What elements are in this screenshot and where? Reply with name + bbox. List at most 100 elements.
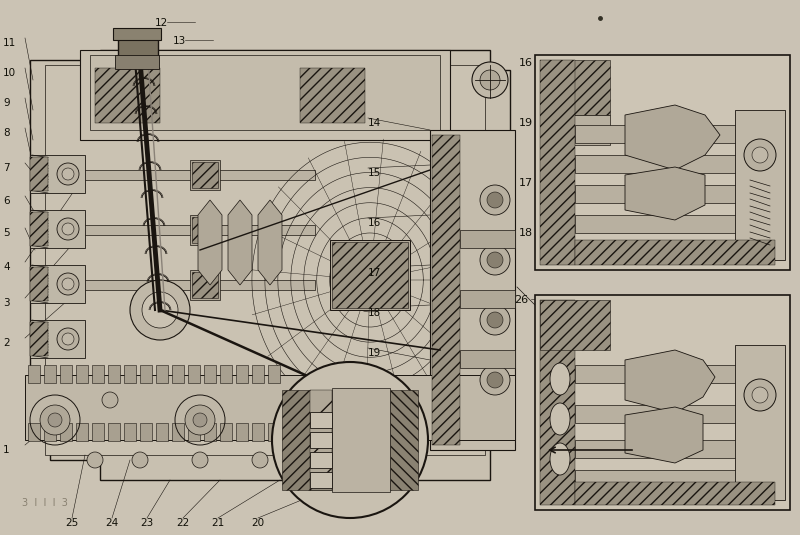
Bar [332,388,390,492]
Bar [460,230,515,248]
Bar [575,405,770,423]
Circle shape [185,405,215,435]
Circle shape [252,452,268,468]
Text: 21: 21 [211,518,225,528]
Circle shape [57,218,79,240]
Bar [85,225,315,235]
Text: 23: 23 [140,518,154,528]
Text: 5: 5 [3,228,10,238]
Bar [172,365,184,383]
Bar [310,390,332,490]
Text: 4: 4 [3,262,10,272]
Bar [220,365,232,383]
Circle shape [752,387,768,403]
Bar [204,365,216,383]
Circle shape [472,62,508,98]
Ellipse shape [550,443,570,475]
Bar [540,60,610,115]
Circle shape [752,147,768,163]
Bar [535,295,790,510]
Bar [30,210,85,248]
Bar [268,365,280,383]
Bar [460,350,515,368]
Text: 22: 22 [176,518,190,528]
Bar [575,185,770,203]
Bar [252,365,264,383]
Bar [190,270,220,300]
Bar [124,423,136,441]
Ellipse shape [550,363,570,395]
Bar [432,135,460,445]
Polygon shape [625,105,720,170]
Bar [252,423,264,441]
Bar [192,217,218,243]
Bar [575,365,770,383]
Circle shape [487,372,503,388]
Circle shape [487,252,503,268]
Bar [30,265,85,303]
Bar [44,423,56,441]
Bar [735,110,785,260]
Polygon shape [30,50,510,480]
Bar [575,440,770,458]
Bar [192,272,218,298]
Bar [282,390,310,490]
Bar [30,322,48,356]
Text: 10: 10 [3,68,16,78]
Text: 24: 24 [106,518,118,528]
Bar [540,60,575,265]
Bar [188,423,200,441]
Text: 17: 17 [519,178,533,188]
Text: 14: 14 [368,118,382,128]
Bar [140,423,152,441]
Circle shape [312,452,328,468]
Text: 16: 16 [519,58,533,68]
Circle shape [130,280,190,340]
Polygon shape [625,167,705,220]
Circle shape [744,379,776,411]
Circle shape [272,362,428,518]
Bar [575,470,770,488]
Text: 1: 1 [3,445,10,455]
Bar [30,157,48,191]
Bar [300,68,365,123]
Text: 7: 7 [3,163,10,173]
Bar [310,452,332,468]
Circle shape [62,278,74,290]
Text: 16: 16 [368,218,382,228]
Circle shape [62,223,74,235]
Polygon shape [198,200,222,285]
Bar [30,320,85,358]
Text: 9: 9 [3,98,10,108]
Circle shape [87,452,103,468]
Bar [92,365,104,383]
Bar [60,365,72,383]
Text: 26: 26 [514,295,528,305]
Bar [76,365,88,383]
Bar [390,390,418,490]
Bar [80,50,450,140]
Circle shape [335,405,365,435]
Circle shape [57,163,79,185]
Bar [30,155,85,193]
Bar [310,472,332,488]
Bar [190,160,220,190]
Bar [113,28,161,40]
Text: 20: 20 [251,518,265,528]
Bar [45,65,485,455]
Bar [575,125,770,143]
Circle shape [57,328,79,350]
Bar [530,0,800,535]
Bar [330,240,410,310]
Text: 25: 25 [66,518,78,528]
Circle shape [480,245,510,275]
Bar [535,55,790,270]
Bar [236,423,248,441]
Bar [85,280,315,290]
Bar [90,55,440,130]
Circle shape [480,185,510,215]
Bar [172,423,184,441]
Bar [76,423,88,441]
Circle shape [102,392,118,408]
Bar [156,423,168,441]
